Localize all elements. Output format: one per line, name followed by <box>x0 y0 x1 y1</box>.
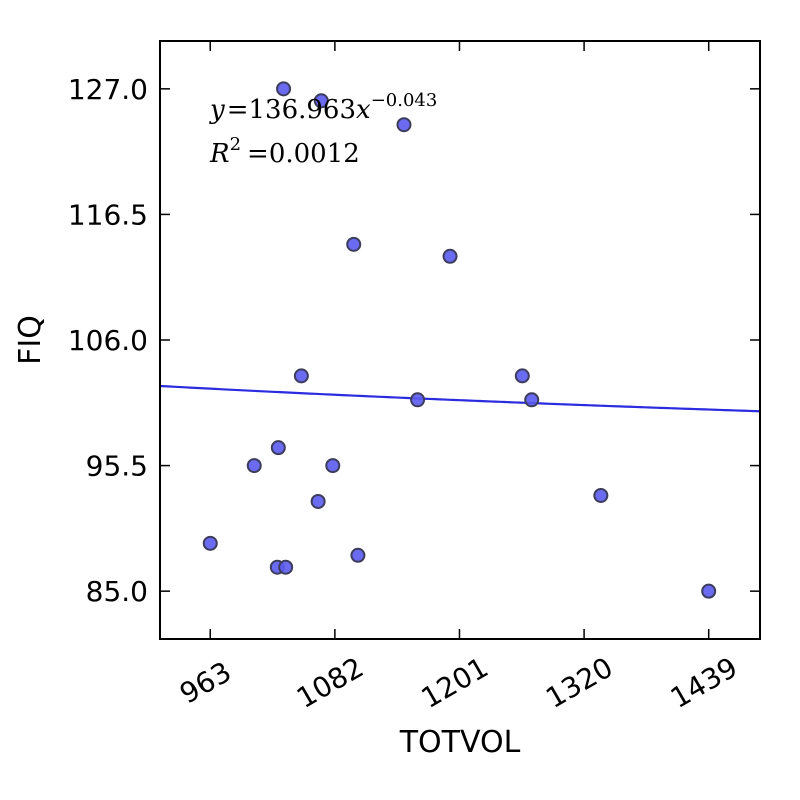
fit-line <box>159 384 761 413</box>
data-point-19 <box>701 583 717 599</box>
data-point-8 <box>410 392 426 408</box>
r-squared: R2 =0.0012 <box>209 134 360 169</box>
data-point-13 <box>310 493 326 509</box>
data-point-11 <box>246 458 262 474</box>
data-point-14 <box>593 487 609 503</box>
data-point-18 <box>278 559 294 575</box>
x-tick-label-5: 1439 <box>665 651 743 715</box>
equation-equals: = <box>227 95 249 125</box>
data-point-6 <box>293 368 309 384</box>
r2-value: 0.0012 <box>269 139 360 169</box>
fit-equation: y=136.963x−0.043 <box>209 90 437 125</box>
data-point-15 <box>202 535 218 551</box>
y-tick-label-1: 85.0 <box>86 575 148 608</box>
points-layer <box>202 81 717 599</box>
r2-superscript: 2 <box>230 134 241 155</box>
data-point-12 <box>325 458 341 474</box>
x-tick-label-1: 963 <box>174 655 237 710</box>
r2-equals: = <box>247 139 269 169</box>
x-tick-label-3: 1201 <box>416 651 494 715</box>
equation-y: y <box>209 95 225 125</box>
data-point-2 <box>313 93 329 109</box>
data-point-5 <box>442 248 458 264</box>
y-axis-label: FIQ <box>13 315 48 365</box>
fit-layer <box>159 384 761 413</box>
data-point-9 <box>524 392 540 408</box>
y-tick-label-2: 95.5 <box>86 450 148 483</box>
data-point-10 <box>270 440 286 456</box>
x-tick-label-2: 1082 <box>291 651 369 715</box>
data-point-1 <box>276 81 292 97</box>
plot-area <box>160 41 760 639</box>
data-point-16 <box>350 547 366 563</box>
data-point-3 <box>396 117 412 133</box>
equation-exponent: −0.043 <box>371 90 438 111</box>
x-tick-label-4: 1320 <box>540 651 618 715</box>
y-axis-ticks: 85.0 95.5 106.0 116.5 127.0 <box>68 73 760 608</box>
data-point-4 <box>346 236 362 252</box>
y-tick-label-5: 127.0 <box>68 73 148 106</box>
y-tick-label-4: 116.5 <box>68 198 148 231</box>
equation-coef: 136.963 <box>249 95 357 125</box>
x-axis-label: TOTVOL <box>399 725 521 760</box>
data-point-7 <box>514 368 530 384</box>
y-tick-label-3: 106.0 <box>68 324 148 357</box>
r2-label: R <box>209 139 230 169</box>
equation-x: x <box>356 95 371 125</box>
